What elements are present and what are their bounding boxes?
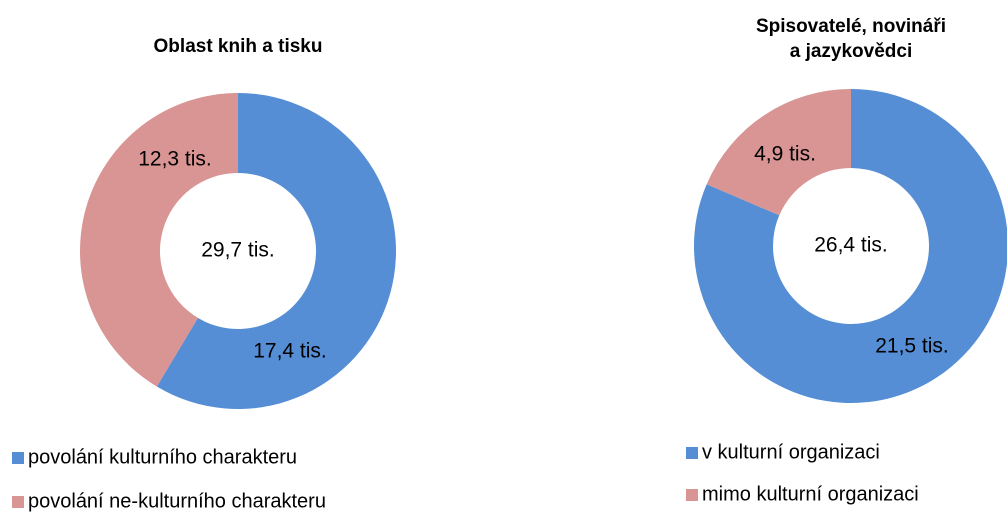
chart-title: a jazykovědci bbox=[790, 41, 913, 62]
legend-label: mimo kulturní organizaci bbox=[702, 483, 919, 505]
chart-title: Spisovatelé, novináři bbox=[756, 16, 946, 37]
donut-segment bbox=[156, 93, 397, 409]
data-label: 21,5 tis. bbox=[875, 335, 949, 358]
data-label: 4,9 tis. bbox=[754, 143, 816, 166]
legend-label: povolání kulturního charakteru bbox=[28, 446, 297, 468]
chart-title: Oblast knih a tisku bbox=[154, 36, 323, 57]
data-label: 17,4 tis. bbox=[253, 340, 327, 363]
legend-swatch bbox=[686, 489, 698, 501]
center-label: 29,7 tis. bbox=[201, 239, 275, 262]
legend-label: v kulturní organizaci bbox=[702, 441, 880, 463]
legend-swatch bbox=[12, 452, 24, 464]
donut-segment bbox=[694, 89, 1007, 403]
legend-swatch bbox=[12, 496, 24, 508]
data-label: 12,3 tis. bbox=[138, 148, 212, 171]
legend-swatch bbox=[686, 447, 698, 459]
center-label: 26,4 tis. bbox=[814, 234, 888, 257]
donut-segment bbox=[706, 89, 851, 216]
legend-label: povolání ne-kulturního charakteru bbox=[28, 490, 326, 512]
donut-segment bbox=[80, 93, 238, 387]
